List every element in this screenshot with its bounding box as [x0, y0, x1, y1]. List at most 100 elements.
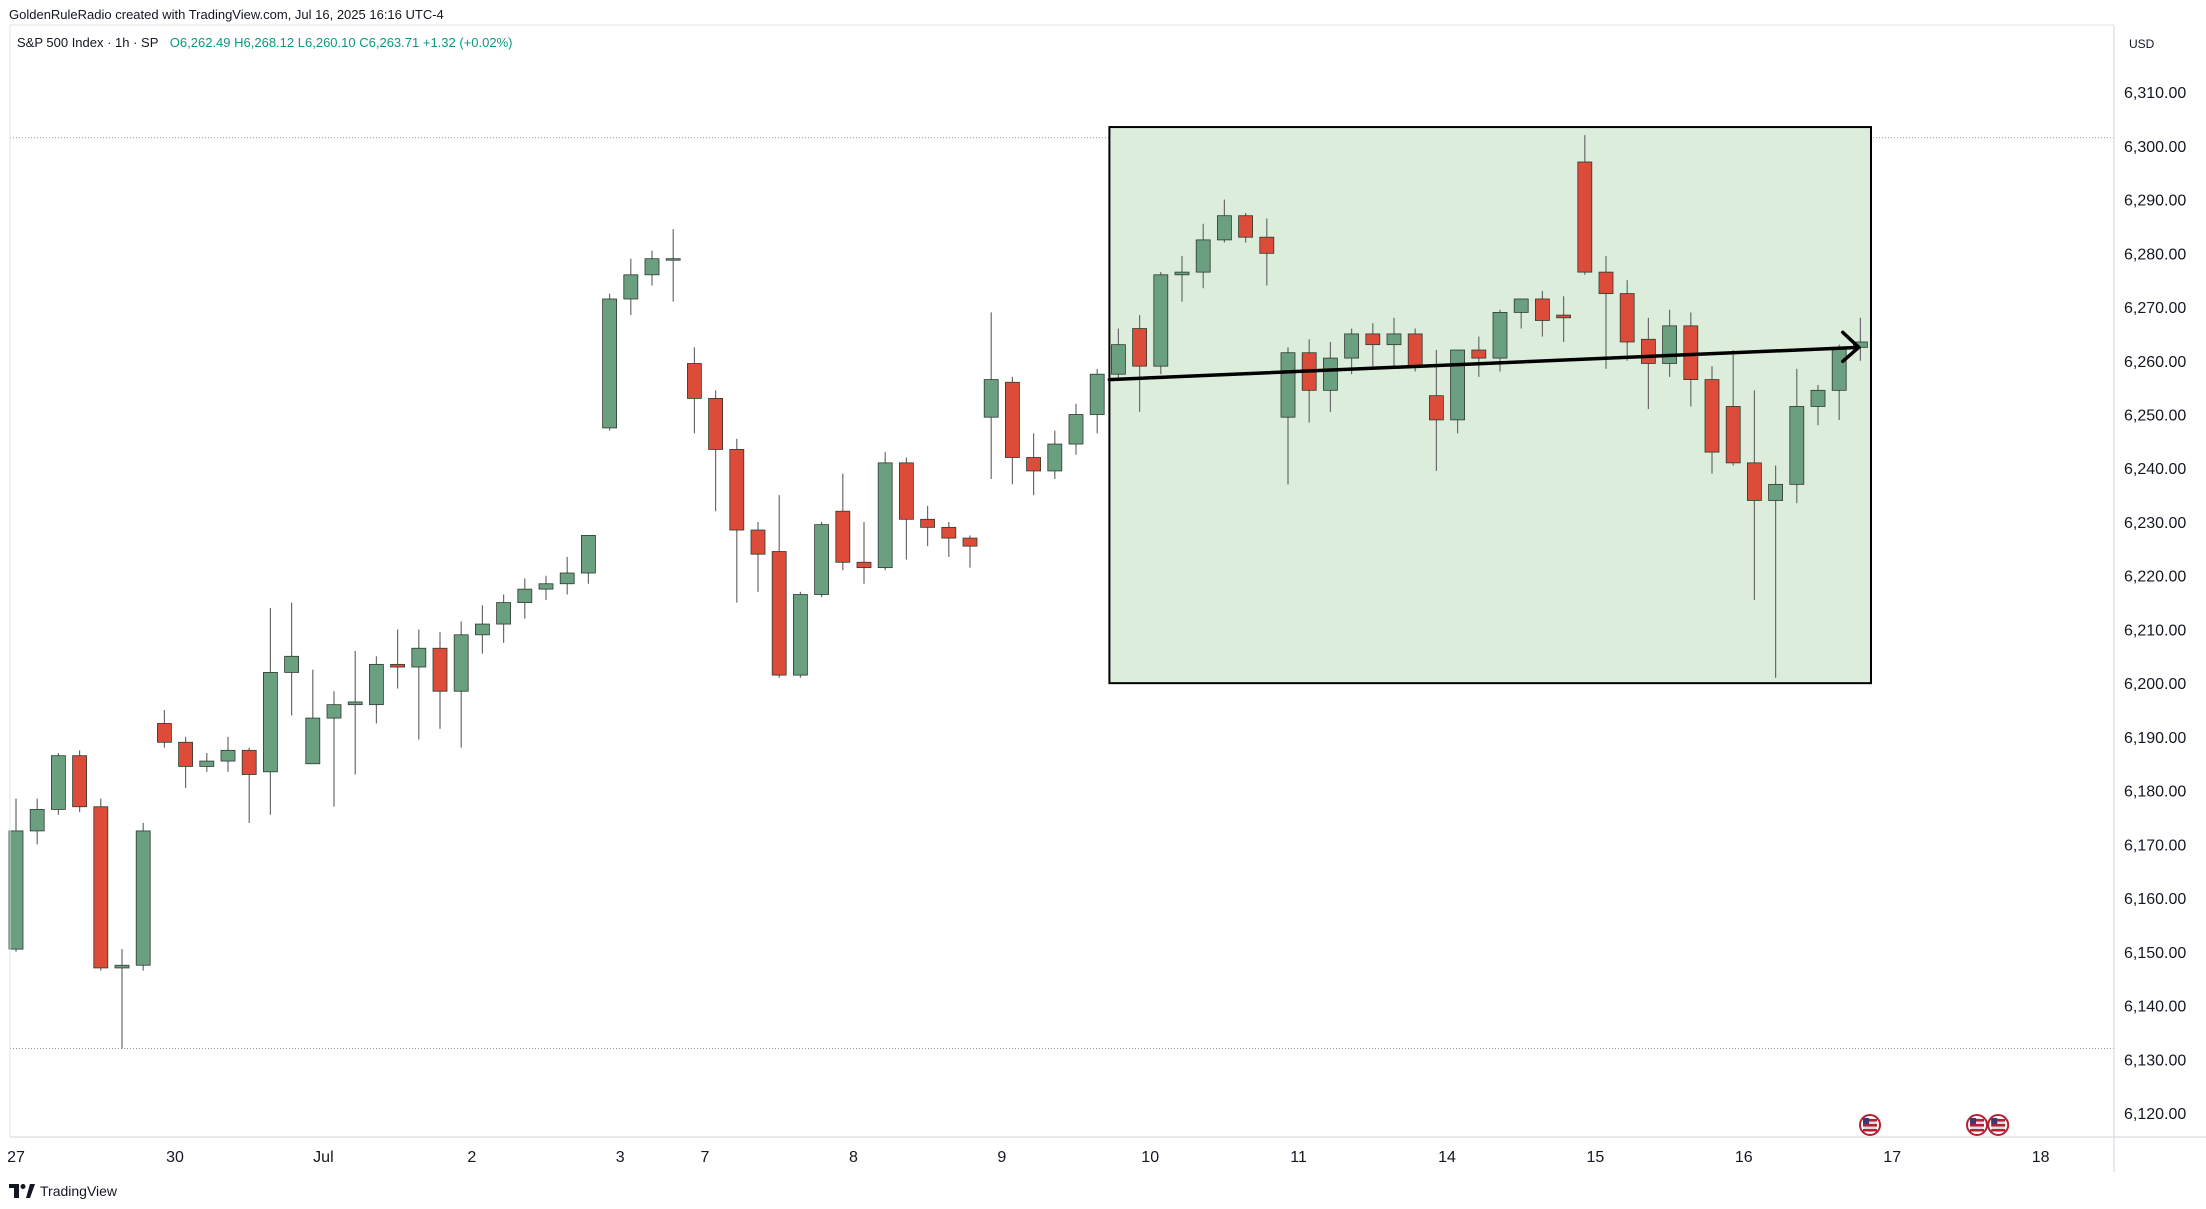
candle	[1386, 317, 1402, 367]
candle-body	[1323, 357, 1338, 391]
candle	[962, 535, 978, 568]
candle	[474, 605, 490, 654]
candle	[368, 656, 384, 724]
candle	[114, 949, 130, 1049]
candle	[1768, 465, 1783, 678]
symbol-ohlc-legend: S&P 500 Index · 1h · SP O6,262.49 H6,268…	[17, 35, 512, 50]
candle-body	[1619, 293, 1635, 343]
candle	[1704, 366, 1720, 474]
candle	[1047, 430, 1063, 479]
date-tick-label: 14	[1438, 1149, 1456, 1166]
candle-body	[538, 583, 554, 590]
price-tick-label: 6,180.00	[2124, 784, 2186, 801]
price-tick-label: 6,190.00	[2124, 730, 2186, 747]
candle-body	[1026, 457, 1041, 472]
candle	[517, 578, 533, 619]
candle-body	[771, 551, 787, 676]
candle	[135, 822, 151, 971]
candle-body	[793, 594, 808, 676]
candle	[1725, 350, 1741, 466]
candle	[1344, 328, 1359, 375]
candle	[835, 473, 851, 571]
candle-body	[1132, 328, 1147, 367]
candle-body	[856, 561, 872, 569]
candle-body	[156, 723, 172, 743]
date-tick-label: 3	[616, 1149, 625, 1166]
candle	[1810, 384, 1826, 426]
candle-body	[1556, 314, 1571, 319]
candle	[156, 710, 172, 748]
candle-body	[1535, 298, 1550, 321]
candle	[1429, 350, 1444, 471]
candle	[1556, 296, 1571, 342]
us-flag-event-icon[interactable]	[1859, 1114, 1881, 1136]
candle	[1683, 312, 1699, 407]
date-tick-label: 16	[1735, 1149, 1753, 1166]
candle	[326, 691, 342, 807]
candle	[856, 521, 872, 584]
candle	[262, 607, 278, 815]
candle	[199, 753, 215, 772]
candle-body	[1259, 236, 1275, 254]
price-chart[interactable]: 6,120.00 6,130.00 6,140.00 6,150.00 6,160.00…	[0, 0, 2206, 1180]
tradingview-brand: TradingView	[40, 1183, 118, 1199]
candle-body	[1662, 325, 1677, 364]
date-tick-label: 8	[849, 1149, 858, 1166]
range-box-layer	[1108, 126, 1872, 685]
candle-body	[390, 663, 406, 668]
ohlc-change: +1.32 (+0.02%)	[422, 35, 513, 50]
us-flag-event-icon[interactable]	[1987, 1114, 2010, 1136]
candle	[1174, 256, 1190, 302]
price-tick-label: 6,160.00	[2124, 891, 2186, 908]
candle-body	[1789, 406, 1805, 485]
candle	[602, 293, 617, 431]
candle-body	[305, 717, 321, 765]
candle	[1577, 135, 1593, 275]
candle-body	[241, 749, 257, 775]
candle	[1831, 344, 1847, 420]
candle-body	[1768, 483, 1783, 501]
candle	[1450, 349, 1465, 434]
date-tick-label: 17	[1883, 1149, 1901, 1166]
candle-body	[1111, 344, 1126, 375]
candle-body	[1068, 414, 1084, 445]
candle	[814, 521, 829, 598]
date-tick-label: 27	[7, 1149, 25, 1166]
candle-body	[623, 274, 639, 300]
candle-body	[1005, 381, 1020, 458]
us-flag-event-icon[interactable]	[1966, 1114, 1988, 1136]
candle	[899, 457, 914, 560]
candle-body	[1089, 373, 1105, 415]
candle-body	[8, 830, 24, 950]
candle	[93, 798, 109, 971]
candle	[1365, 323, 1381, 367]
ohlc-low: L6,260.10	[297, 35, 356, 50]
candle-body	[411, 647, 427, 668]
candle	[581, 535, 596, 584]
candle	[750, 521, 766, 592]
candle	[1005, 376, 1020, 485]
candle-body	[687, 363, 702, 399]
candle	[1238, 213, 1253, 243]
candle-body	[368, 663, 384, 706]
candle-body	[1641, 338, 1656, 364]
candle-body	[1450, 349, 1465, 421]
candle-body	[1047, 443, 1063, 472]
candle-body	[1598, 271, 1614, 295]
candle	[1789, 368, 1805, 504]
event-icons-layer	[1859, 1114, 2010, 1136]
candle	[453, 621, 469, 748]
candle-body	[1492, 312, 1508, 359]
price-tick-label: 6,280.00	[2124, 246, 2186, 263]
candle-body	[1365, 333, 1381, 346]
date-tick-label: 10	[1141, 1149, 1159, 1166]
tradingview-logo[interactable]: TradingView	[9, 1183, 117, 1199]
range-box	[1108, 126, 1872, 685]
currency-label[interactable]: USD	[2129, 37, 2155, 51]
candle-body	[1577, 161, 1593, 273]
candle-body	[729, 449, 745, 531]
date-tick-label: 18	[2032, 1149, 2050, 1166]
candle-body	[581, 535, 596, 574]
candle-body	[1153, 274, 1169, 367]
candle-body	[29, 809, 45, 832]
